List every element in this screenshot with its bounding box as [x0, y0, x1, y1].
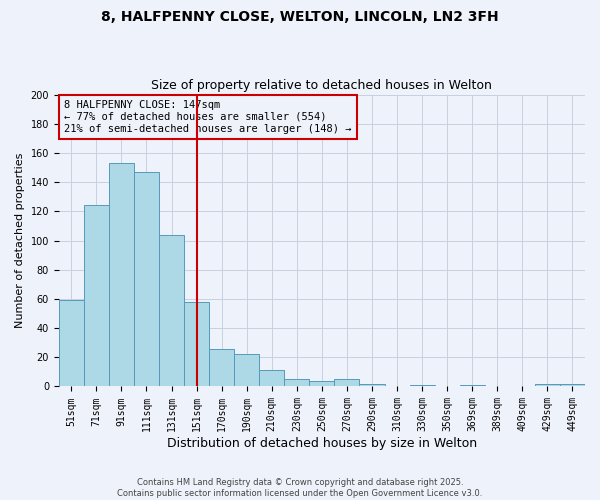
Title: Size of property relative to detached houses in Welton: Size of property relative to detached ho… [151, 79, 493, 92]
Bar [284, 379, 310, 386]
Text: 8 HALFPENNY CLOSE: 147sqm
← 77% of detached houses are smaller (554)
21% of semi: 8 HALFPENNY CLOSE: 147sqm ← 77% of detac… [64, 100, 352, 134]
Bar [259, 370, 284, 386]
Bar [410, 385, 434, 386]
Bar [560, 384, 585, 386]
Bar [109, 163, 134, 386]
Bar [159, 234, 184, 386]
Text: 8, HALFPENNY CLOSE, WELTON, LINCOLN, LN2 3FH: 8, HALFPENNY CLOSE, WELTON, LINCOLN, LN2… [101, 10, 499, 24]
Bar [535, 384, 560, 386]
Bar [359, 384, 385, 386]
Text: Contains HM Land Registry data © Crown copyright and database right 2025.
Contai: Contains HM Land Registry data © Crown c… [118, 478, 482, 498]
Bar [184, 302, 209, 386]
X-axis label: Distribution of detached houses by size in Welton: Distribution of detached houses by size … [167, 437, 477, 450]
Bar [460, 385, 485, 386]
Bar [84, 206, 109, 386]
Bar [209, 348, 234, 387]
Bar [310, 380, 334, 386]
Bar [334, 379, 359, 386]
Y-axis label: Number of detached properties: Number of detached properties [15, 153, 25, 328]
Bar [234, 354, 259, 386]
Bar [59, 300, 84, 386]
Bar [134, 172, 159, 386]
